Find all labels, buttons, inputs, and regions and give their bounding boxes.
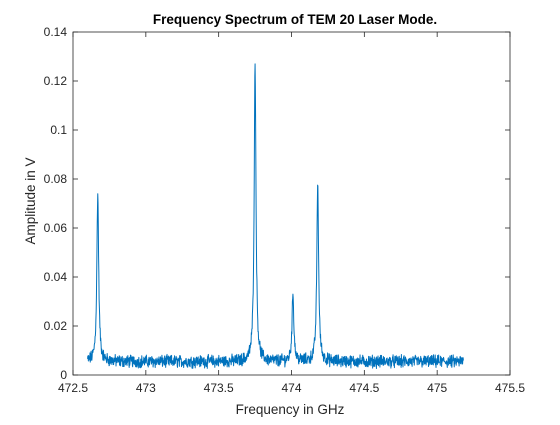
x-axis-label: Frequency in GHz: [236, 402, 345, 417]
y-tick-label: 0.06: [44, 221, 68, 235]
chart-title: Frequency Spectrum of TEM 20 Laser Mode.: [153, 12, 437, 27]
y-tick-label: 0.08: [44, 172, 68, 186]
x-tick-label: 473.5: [204, 381, 234, 395]
y-tick-label: 0.04: [44, 270, 68, 284]
x-tick-label: 475.5: [495, 381, 525, 395]
y-tick-label: 0.12: [44, 74, 68, 88]
y-tick-label: 0.14: [44, 25, 68, 39]
y-axis-label: Amplitude in V: [23, 157, 38, 244]
y-tick-label: 0.02: [44, 319, 68, 333]
y-tick-label: 0.1: [50, 123, 67, 137]
x-tick-label: 475: [427, 381, 447, 395]
x-tick-label: 473: [136, 381, 156, 395]
y-tick-label: 0: [60, 368, 67, 382]
x-tick-label: 474.5: [349, 381, 379, 395]
x-tick-label: 474: [281, 381, 301, 395]
x-tick-label: 472.5: [58, 381, 88, 395]
